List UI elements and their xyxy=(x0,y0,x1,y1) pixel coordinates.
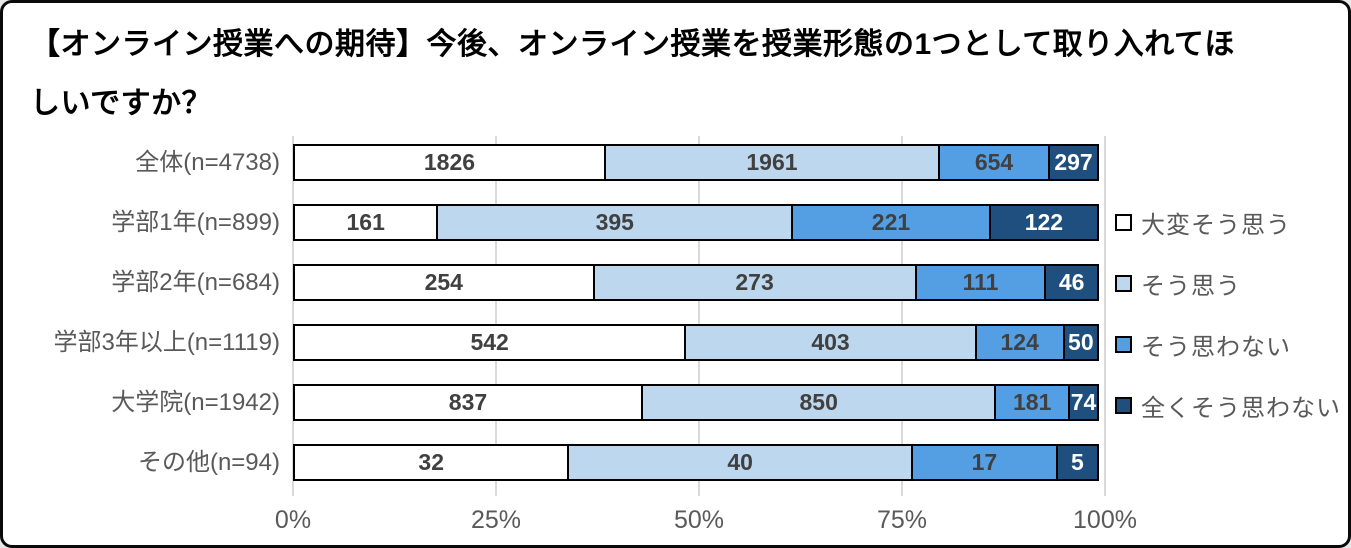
legend-label: 全くそう思わない xyxy=(1141,395,1341,422)
bar-row: 大学院(n=1942) 837 850 181 74 xyxy=(3,384,1105,444)
category-label: 学部1年(n=899) xyxy=(111,209,280,236)
gridlines xyxy=(292,136,1106,496)
segment-value-label: 32 xyxy=(418,449,444,475)
segment-value-label: 542 xyxy=(470,329,509,355)
bar-segment: 111 xyxy=(914,264,1047,301)
gridline-0 xyxy=(292,136,294,496)
segment-value-label: 254 xyxy=(424,269,463,295)
stacked-bar: 161 395 221 122 xyxy=(293,204,1105,241)
bar-rows: 全体(n=4738) 1826 1961 654 297 学部1年(n=899) 161 39… xyxy=(3,144,1105,504)
segment-value-label: 111 xyxy=(962,269,999,295)
segment-value-label: 850 xyxy=(799,389,838,415)
bar-row: 学部1年(n=899) 161 395 221 122 xyxy=(3,204,1105,264)
bar-segment: 837 xyxy=(293,384,643,421)
segment-value-label: 181 xyxy=(1013,389,1052,415)
bar-segment: 297 xyxy=(1048,144,1099,181)
bar-segment: 32 xyxy=(293,444,570,481)
bar-row: 全体(n=4738) 1826 1961 654 297 xyxy=(3,144,1105,204)
bar-segment: 50 xyxy=(1062,324,1099,361)
category-label: 学部3年以上(n=1119) xyxy=(53,329,280,356)
bar-segment: 395 xyxy=(436,204,794,241)
segment-value-label: 5 xyxy=(1070,449,1084,475)
bar-segment: 5 xyxy=(1055,444,1099,481)
x-tick: 75% xyxy=(876,506,928,534)
legend-swatch xyxy=(1115,214,1132,231)
stacked-bar: 542 403 124 50 xyxy=(293,324,1105,361)
segment-value-label: 273 xyxy=(735,269,774,295)
legend-swatch xyxy=(1115,275,1132,292)
x-tick: 0% xyxy=(274,506,312,534)
legend: 大変そう思う そう思う そう思わない 全くそう思わない xyxy=(1115,205,1341,423)
gridline-25 xyxy=(495,136,497,496)
bar-row: その他(n=94) 32 40 17 5 xyxy=(3,444,1105,504)
bar-segment: 46 xyxy=(1044,264,1099,301)
stacked-bar: 32 40 17 5 xyxy=(293,444,1105,481)
legend-item: 大変そう思う xyxy=(1115,205,1341,240)
segment-value-label: 1826 xyxy=(423,149,476,175)
bar-segment: 273 xyxy=(592,264,917,301)
legend-item: 全くそう思わない xyxy=(1115,388,1341,423)
x-tick: 25% xyxy=(470,506,522,534)
category-label: その他(n=94) xyxy=(137,449,280,476)
gridline-100 xyxy=(1104,136,1106,496)
segment-value-label: 74 xyxy=(1070,389,1097,415)
bar-segment: 1961 xyxy=(603,144,940,181)
segment-value-label: 654 xyxy=(974,149,1014,175)
bar-segment: 221 xyxy=(791,204,991,241)
bar-segment: 850 xyxy=(640,384,997,421)
bar-segment: 124 xyxy=(974,324,1065,361)
x-tick: 100% xyxy=(1073,506,1137,534)
segment-value-label: 17 xyxy=(971,449,998,475)
bar-segment: 1826 xyxy=(293,144,606,181)
segment-value-label: 161 xyxy=(346,209,385,235)
segment-value-label: 1961 xyxy=(746,149,798,175)
segment-value-label: 122 xyxy=(1024,209,1064,235)
legend-label: そう思う xyxy=(1141,273,1241,300)
stacked-bar: 1826 1961 654 297 xyxy=(293,144,1105,181)
bar-segment: 403 xyxy=(684,324,977,361)
stacked-bar: 254 273 111 46 xyxy=(293,264,1105,301)
bar-row: 学部2年(n=684) 254 273 111 46 xyxy=(3,264,1105,324)
legend-label: そう思わない xyxy=(1141,334,1291,361)
segment-value-label: 395 xyxy=(595,209,634,235)
x-axis: 0% 25% 50% 75% 100% xyxy=(275,506,1137,540)
legend-swatch xyxy=(1115,336,1132,353)
segment-value-label: 124 xyxy=(1000,329,1039,355)
bar-segment: 542 xyxy=(293,324,687,361)
segment-value-label: 297 xyxy=(1054,149,1093,175)
bar-segment: 17 xyxy=(910,444,1058,481)
bar-segment: 181 xyxy=(994,384,1071,421)
chart-title-line1: 【オンライン授業への期待】今後、オンライン授業を授業形態の1つとして取り入れてほ xyxy=(30,28,1235,61)
chart-title-line2: しいですか？ xyxy=(30,87,213,120)
segment-value-label: 50 xyxy=(1068,329,1094,355)
chart-title: 【オンライン授業への期待】今後、オンライン授業を授業形態の1つとして取り入れてほ… xyxy=(30,15,1328,133)
legend-label: 大変そう思う xyxy=(1141,212,1291,239)
category-label: 大学院(n=1942) xyxy=(111,389,280,416)
bar-segment: 74 xyxy=(1068,384,1099,421)
gridline-75 xyxy=(901,136,903,496)
bar-segment: 161 xyxy=(293,204,439,241)
bar-segment: 654 xyxy=(938,144,1051,181)
x-tick: 50% xyxy=(673,506,725,534)
segment-value-label: 837 xyxy=(448,389,488,415)
segment-value-label: 403 xyxy=(811,329,850,355)
bar-row: 学部3年以上(n=1119) 542 403 124 50 xyxy=(3,324,1105,384)
stacked-bar: 837 850 181 74 xyxy=(293,384,1105,421)
segment-value-label: 40 xyxy=(727,449,753,475)
gridline-50 xyxy=(698,136,700,496)
category-label: 学部2年(n=684) xyxy=(111,269,280,296)
legend-item: そう思わない xyxy=(1115,327,1341,362)
segment-value-label: 221 xyxy=(871,209,911,235)
bar-segment: 254 xyxy=(293,264,595,301)
legend-item: そう思う xyxy=(1115,266,1341,301)
segment-value-label: 46 xyxy=(1058,269,1085,295)
category-label: 全体(n=4738) xyxy=(135,149,280,176)
bar-segment: 122 xyxy=(988,204,1099,241)
legend-swatch xyxy=(1115,397,1132,414)
bar-segment: 40 xyxy=(567,444,913,481)
